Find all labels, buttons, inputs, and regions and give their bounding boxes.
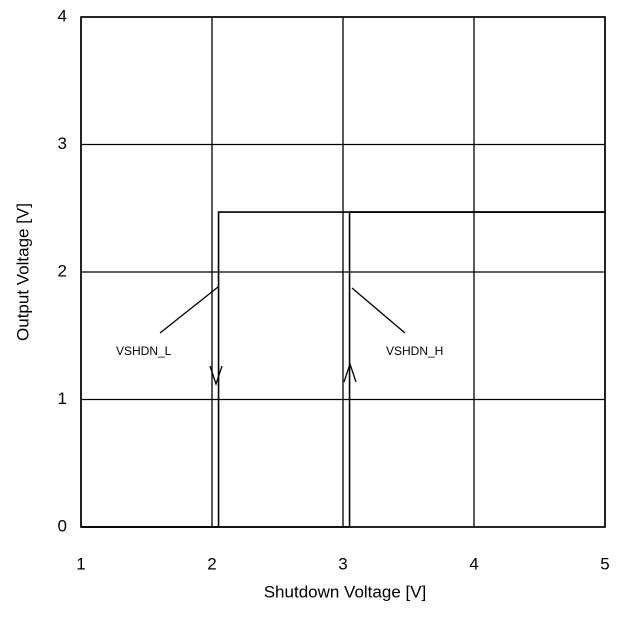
x-axis-label: Shutdown Voltage [V] bbox=[264, 582, 427, 601]
x-tick-label: 3 bbox=[338, 554, 347, 573]
x-tick-label: 4 bbox=[469, 554, 478, 573]
leader-line bbox=[159, 286, 219, 334]
y-tick-label: 0 bbox=[58, 516, 67, 535]
x-tick-label: 2 bbox=[207, 554, 216, 573]
y-axis-label: Output Voltage [V] bbox=[13, 203, 32, 341]
x-tick-label: 5 bbox=[600, 554, 609, 573]
x-tick-label: 1 bbox=[76, 554, 85, 573]
annotation: VSHDN_L bbox=[116, 344, 172, 358]
y-tick-label: 2 bbox=[58, 261, 67, 280]
leader-line bbox=[351, 287, 406, 334]
y-tick-label: 4 bbox=[58, 6, 67, 25]
data-line bbox=[81, 211, 605, 528]
annotation: VSHDN_H bbox=[386, 344, 443, 358]
y-tick-label: 1 bbox=[58, 389, 67, 408]
y-tick-label: 3 bbox=[58, 134, 67, 153]
